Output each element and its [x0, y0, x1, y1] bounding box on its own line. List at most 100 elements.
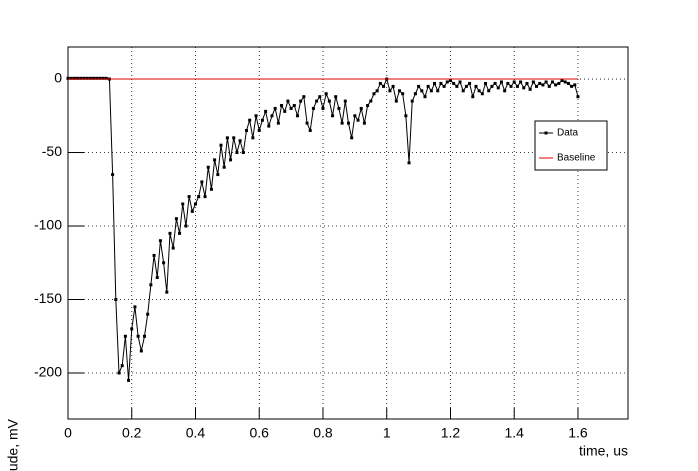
data-point [193, 202, 197, 206]
data-point [123, 334, 127, 338]
data-point [423, 95, 427, 99]
data-point [557, 81, 561, 85]
data-point [404, 114, 408, 118]
data-point [324, 92, 328, 96]
data-point [95, 76, 99, 80]
x-tick-label: 0.4 [186, 425, 206, 441]
data-point [158, 239, 162, 243]
data-point [391, 84, 395, 88]
data-point [573, 83, 577, 87]
data-point [289, 106, 293, 110]
data-point [200, 180, 204, 184]
data-point [181, 202, 185, 206]
data-point [82, 76, 86, 80]
legend-marker [544, 131, 548, 135]
data-point [343, 99, 347, 103]
data-point [506, 81, 510, 85]
data-point [420, 89, 424, 93]
data-point [531, 80, 535, 84]
data-point [178, 231, 182, 235]
data-point [229, 158, 233, 162]
data-point [235, 151, 239, 155]
data-point [554, 83, 558, 87]
x-tick-label: 1.2 [441, 425, 461, 441]
data-point [452, 81, 456, 85]
data-point [197, 195, 201, 199]
data-point [350, 136, 354, 140]
data-point [91, 76, 95, 80]
data-point [187, 195, 191, 199]
data-point [174, 217, 178, 221]
data-point [468, 81, 472, 85]
data-point [458, 80, 462, 84]
data-point [241, 151, 245, 155]
data-point [136, 334, 140, 338]
data-point [528, 87, 532, 91]
data-point [79, 76, 83, 80]
data-point [251, 136, 255, 140]
data-point [563, 80, 567, 84]
data-point [429, 89, 433, 93]
data-point [273, 106, 277, 110]
data-point [267, 124, 271, 128]
data-point [248, 118, 252, 122]
y-tick-label: -100 [34, 217, 62, 233]
data-point [496, 86, 500, 90]
data-point [410, 99, 414, 103]
data-point [311, 106, 315, 110]
data-point [292, 103, 296, 107]
data-point [477, 89, 481, 93]
data-point [538, 81, 542, 85]
y-tick-label: -200 [34, 364, 62, 380]
data-point [209, 187, 213, 191]
data-point [165, 290, 169, 294]
data-point [487, 89, 491, 93]
data-point [547, 84, 551, 88]
data-point [244, 128, 248, 132]
x-tick-label: 0.6 [250, 425, 270, 441]
data-point [359, 106, 363, 110]
data-point [439, 81, 443, 85]
data-point [346, 121, 350, 125]
data-point [130, 327, 134, 331]
data-point [550, 80, 554, 84]
data-point [535, 84, 539, 88]
data-point [382, 84, 386, 88]
data-point [206, 165, 210, 169]
data-point [139, 349, 143, 353]
data-point [388, 89, 392, 93]
data-point [305, 121, 309, 125]
data-point [445, 80, 449, 84]
data-point [88, 76, 92, 80]
data-point [362, 121, 366, 125]
data-point [232, 136, 236, 140]
data-point [442, 84, 446, 88]
data-point [216, 173, 220, 177]
x-tick-label: 0.8 [313, 425, 333, 441]
data-point [295, 114, 299, 118]
data-point [104, 76, 108, 80]
data-point [375, 89, 379, 93]
data-point [433, 81, 437, 85]
data-point [369, 99, 373, 103]
x-tick-label: 0.2 [122, 425, 142, 441]
data-point [238, 139, 242, 143]
data-point [315, 99, 319, 103]
data-point [353, 114, 357, 118]
data-point [503, 89, 507, 93]
data-point [98, 76, 102, 80]
data-point [331, 114, 335, 118]
data-point [257, 128, 261, 132]
data-point [162, 261, 166, 265]
data-point [397, 89, 401, 93]
y-tick-label: 0 [54, 70, 62, 86]
data-point [219, 143, 223, 147]
y-tick-label: -50 [42, 143, 62, 159]
data-point [471, 95, 475, 99]
data-point [356, 118, 360, 122]
data-point [407, 161, 411, 165]
data-point [337, 106, 341, 110]
data-point [190, 209, 194, 213]
data-point [117, 371, 121, 375]
data-point [509, 84, 513, 88]
